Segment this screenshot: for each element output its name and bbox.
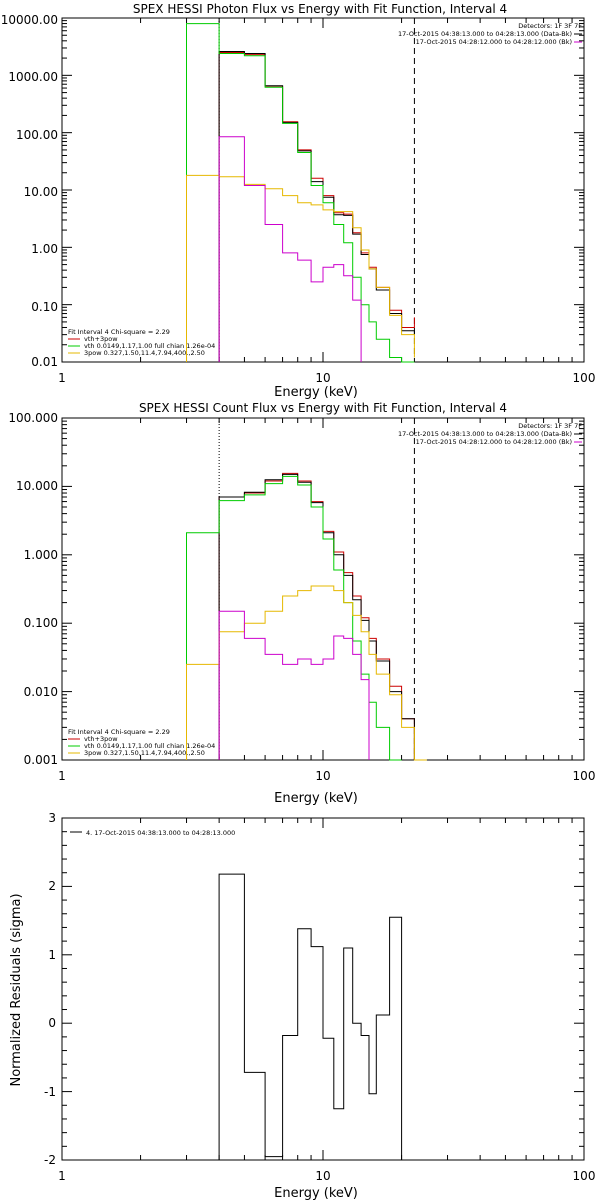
residuals-y-tick-3: 3 xyxy=(48,811,56,825)
photon-flux-x-tick-100: 100 xyxy=(573,371,596,385)
count-flux-legend-total: vth+3pow xyxy=(84,735,118,743)
photon-flux-legend-total: vth+3pow xyxy=(84,335,118,343)
photon-flux-y-tick-0.01: 0.01 xyxy=(31,355,58,369)
photon-flux-legend-detectors: Detectors: 1F 3F 7F xyxy=(518,22,582,30)
residuals-panel: 1 10 100 -2 -1 0 1 2 3 Normalized Residu… xyxy=(9,811,595,1200)
residuals-legend-interval: 4. 17-Oct-2015 04:38:13.000 to 04:28:13.… xyxy=(86,829,235,837)
photon-flux-x-tick-10: 10 xyxy=(315,371,330,385)
photon-flux-marks xyxy=(61,18,584,363)
residuals-x-tick-1: 1 xyxy=(58,1169,66,1183)
count-flux-legend-detectors: Detectors: 1F 3F 7F xyxy=(518,422,582,430)
photon-flux-title: SPEX HESSI Photon Flux vs Energy with Fi… xyxy=(133,2,507,16)
photon-flux-legend-3pow: 3pow 0.327,1.50,11.4,7.94,400.,2.50 xyxy=(84,349,205,357)
count-flux-legend-data-interval: 17-Oct-2015 04:38:13.000 to 04:28:13.000… xyxy=(398,430,572,438)
residuals-y-tick-2: 2 xyxy=(48,879,56,893)
count-flux-y-tick-0.100: 0.100 xyxy=(24,616,58,630)
residuals-series-0 xyxy=(218,873,403,1160)
photon-flux-y-tick-10.00: 10.00 xyxy=(24,185,58,199)
photon-flux-legend-vth: vth 0.0149,1.17,1.00 full chian 1.26e-04 xyxy=(84,342,215,350)
count-flux-legend-3pow: 3pow 0.327,1.50,11.4,7.94,400.,2.50 xyxy=(84,749,205,757)
count-flux-series-0 xyxy=(218,472,415,760)
photon-flux-series-2 xyxy=(186,23,415,363)
photon-flux-series-1 xyxy=(218,51,415,362)
photon-flux-legend-fit-interval: Fit Interval 4 Chi-square = 2.29 xyxy=(68,328,170,336)
count-flux-panel: SPEX HESSI Count Flux vs Energy with Fit… xyxy=(8,401,595,806)
residuals-y-tick-neg2: -2 xyxy=(44,1153,56,1167)
count-flux-legend-fit-interval: Fit Interval 4 Chi-square = 2.29 xyxy=(68,728,170,736)
count-flux-marks xyxy=(61,418,584,761)
count-flux-plot-frame xyxy=(61,417,585,761)
count-flux-series-3 xyxy=(186,585,427,761)
photon-flux-y-tick-10000.00: 10000.00 xyxy=(1,13,58,27)
residuals-y-label: Normalized Residuals (sigma) xyxy=(9,893,24,1086)
count-flux-x-label: Energy (keV) xyxy=(274,791,358,806)
count-flux-y-tick-100.000: 100.000 xyxy=(8,411,58,425)
photon-flux-y-tick-1.00: 1.00 xyxy=(31,242,58,256)
residuals-x-tick-10: 10 xyxy=(315,1169,330,1183)
count-flux-y-tick-0.001: 0.001 xyxy=(24,753,58,767)
residuals-y-tick-1: 1 xyxy=(48,948,56,962)
residuals-marks xyxy=(61,817,584,1161)
count-flux-x-tick-10: 10 xyxy=(315,769,330,783)
count-flux-x-tick-100: 100 xyxy=(573,769,596,783)
photon-flux-panel: SPEX HESSI Photon Flux vs Energy with Fi… xyxy=(1,2,596,400)
photon-flux-y-tick-100.00: 100.00 xyxy=(16,128,58,142)
photon-flux-y-tick-1000.00: 1000.00 xyxy=(8,70,58,84)
count-flux-x-tick-1: 1 xyxy=(58,769,66,783)
count-flux-y-tick-1.000: 1.000 xyxy=(24,548,58,562)
count-flux-y-tick-0.010: 0.010 xyxy=(24,685,58,699)
photon-flux-series-0 xyxy=(218,52,415,362)
photon-flux-legend-data-interval: 17-Oct-2015 04:38:13.000 to 04:28:13.000… xyxy=(398,30,572,38)
photon-flux-series-4 xyxy=(218,136,362,362)
residuals-y-tick-neg1: -1 xyxy=(44,1085,56,1099)
count-flux-series-1 xyxy=(218,473,415,760)
count-flux-y-tick-10.000: 10.000 xyxy=(16,479,58,493)
count-flux-series-4 xyxy=(218,610,370,760)
photon-flux-legend-bk-interval: 17-Oct-2015 04:28:12.000 to 04:28:12.000… xyxy=(416,38,572,46)
residuals-y-tick-0: 0 xyxy=(48,1016,56,1030)
count-flux-legend-vth: vth 0.0149,1.17,1.00 full chian 1.26e-04 xyxy=(84,742,215,750)
photon-flux-x-label: Energy (keV) xyxy=(274,385,358,400)
count-flux-title: SPEX HESSI Count Flux vs Energy with Fit… xyxy=(139,401,507,415)
residuals-x-label: Energy (keV) xyxy=(274,1186,358,1200)
photon-flux-x-tick-1: 1 xyxy=(58,371,66,385)
photon-flux-y-tick-0.10: 0.10 xyxy=(31,300,58,314)
residuals-x-tick-100: 100 xyxy=(573,1169,596,1183)
count-flux-legend-bk-interval: 17-Oct-2015 04:28:12.000 to 04:28:12.000… xyxy=(416,438,572,446)
photon-flux-series-3 xyxy=(186,174,415,362)
